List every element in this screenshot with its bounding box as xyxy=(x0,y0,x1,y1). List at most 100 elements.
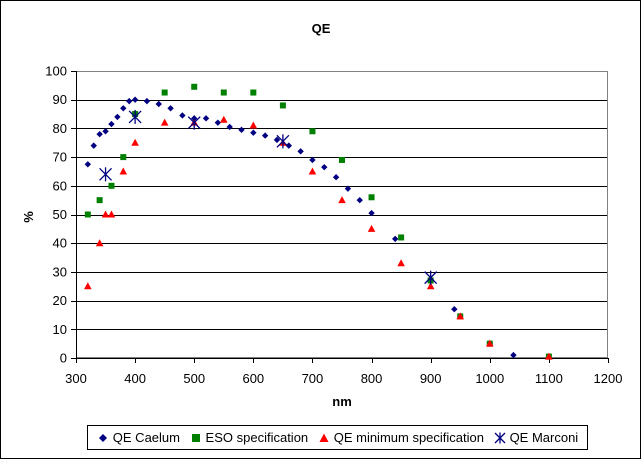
data-point xyxy=(191,83,198,90)
data-point xyxy=(131,96,139,103)
data-point xyxy=(84,211,91,218)
data-point xyxy=(120,105,127,112)
data-point xyxy=(90,142,97,149)
axes xyxy=(71,71,609,363)
x-tick-label: 400 xyxy=(124,371,146,386)
data-point xyxy=(126,97,133,105)
data-point xyxy=(155,100,162,108)
data-point xyxy=(273,136,281,144)
data-point xyxy=(368,209,375,217)
data-point xyxy=(392,235,399,243)
legend: QE Caelum ESO specification QE minimum s… xyxy=(87,425,588,450)
data-point xyxy=(238,126,245,134)
data-point xyxy=(220,89,227,96)
legend-label: QE Marconi xyxy=(509,430,579,445)
data-point xyxy=(309,156,316,164)
data-point xyxy=(128,109,142,124)
tick-labels: 300 400 500 600 700 800 900 1000 1100 1200 0 10 20 30… xyxy=(45,64,622,387)
x-tick-label: 500 xyxy=(183,371,205,386)
y-tick-label: 40 xyxy=(53,236,67,251)
data-point xyxy=(261,132,269,139)
y-tick-label: 30 xyxy=(53,264,67,279)
square-marker-icon xyxy=(191,433,200,442)
chart-title: QE xyxy=(312,21,331,36)
data-point xyxy=(84,161,92,168)
triangle-marker-icon xyxy=(319,433,329,442)
data-point xyxy=(339,156,345,163)
y-tick-label: 80 xyxy=(53,121,67,136)
data-point xyxy=(226,123,233,131)
data-point xyxy=(96,197,103,204)
data-point xyxy=(367,224,376,232)
data-point xyxy=(279,102,286,109)
data-point xyxy=(456,312,465,320)
series-qe-caelum xyxy=(84,96,517,359)
x-tick-label: 1200 xyxy=(594,371,623,386)
data-point xyxy=(424,270,438,285)
y-tick-label: 10 xyxy=(53,322,67,337)
data-point xyxy=(120,154,127,161)
y-tick-label: 70 xyxy=(53,150,67,165)
plot-area xyxy=(76,71,608,358)
data-point xyxy=(510,351,517,359)
data-point xyxy=(95,239,104,247)
x-tick-label: 300 xyxy=(65,371,87,386)
data-point xyxy=(108,120,115,128)
legend-item-qe-minimum-specification: QE minimum specification xyxy=(318,430,484,445)
x-axis-title: nm xyxy=(332,394,352,409)
star-marker-icon xyxy=(494,432,506,443)
data-point xyxy=(167,105,174,112)
data-point xyxy=(250,129,257,136)
y-tick-label: 50 xyxy=(53,207,67,222)
data-point xyxy=(161,89,168,96)
data-point xyxy=(131,138,139,146)
data-point xyxy=(344,185,352,192)
data-point xyxy=(114,113,121,121)
data-point xyxy=(143,97,151,105)
series-qe-minimum-specification xyxy=(84,115,553,360)
legend-label: QE minimum specification xyxy=(333,430,484,445)
data-point xyxy=(108,182,115,189)
x-tick-label: 700 xyxy=(302,371,324,386)
data-point xyxy=(219,115,228,123)
data-point xyxy=(285,142,292,149)
y-tick-label: 0 xyxy=(60,351,67,366)
data-point xyxy=(214,119,222,126)
data-point xyxy=(99,167,113,182)
data-point xyxy=(297,148,304,155)
data-point xyxy=(276,134,290,149)
y-tick-label: 60 xyxy=(53,178,67,193)
data-point xyxy=(102,128,109,135)
series-qe-marconi xyxy=(99,109,438,285)
data-point xyxy=(308,167,317,175)
data-point xyxy=(545,352,553,360)
y-tick-label: 90 xyxy=(53,92,67,107)
y-axis-title: % xyxy=(21,211,36,223)
data-point xyxy=(101,210,110,218)
data-point xyxy=(309,128,316,135)
legend-label: QE Caelum xyxy=(112,430,180,445)
data-point xyxy=(485,339,494,347)
data-point xyxy=(398,234,405,241)
legend-item-qe-caelum: QE Caelum xyxy=(97,430,180,445)
data-point xyxy=(160,118,169,126)
legend-label: ESO specification xyxy=(205,430,309,445)
x-tick-label: 1000 xyxy=(475,371,504,386)
data-point xyxy=(397,259,405,267)
data-point xyxy=(107,210,116,218)
data-point xyxy=(332,173,340,181)
x-tick-label: 800 xyxy=(361,371,383,386)
x-tick-label: 900 xyxy=(420,371,442,386)
diamond-marker-icon xyxy=(98,433,107,442)
data-point xyxy=(249,121,258,129)
data-point xyxy=(202,115,210,122)
data-point xyxy=(451,306,458,313)
data-series xyxy=(84,83,553,360)
x-tick-label: 1100 xyxy=(535,371,563,386)
data-point xyxy=(96,130,103,138)
data-point xyxy=(84,282,92,290)
y-tick-label: 20 xyxy=(53,293,67,308)
data-point xyxy=(250,89,257,96)
